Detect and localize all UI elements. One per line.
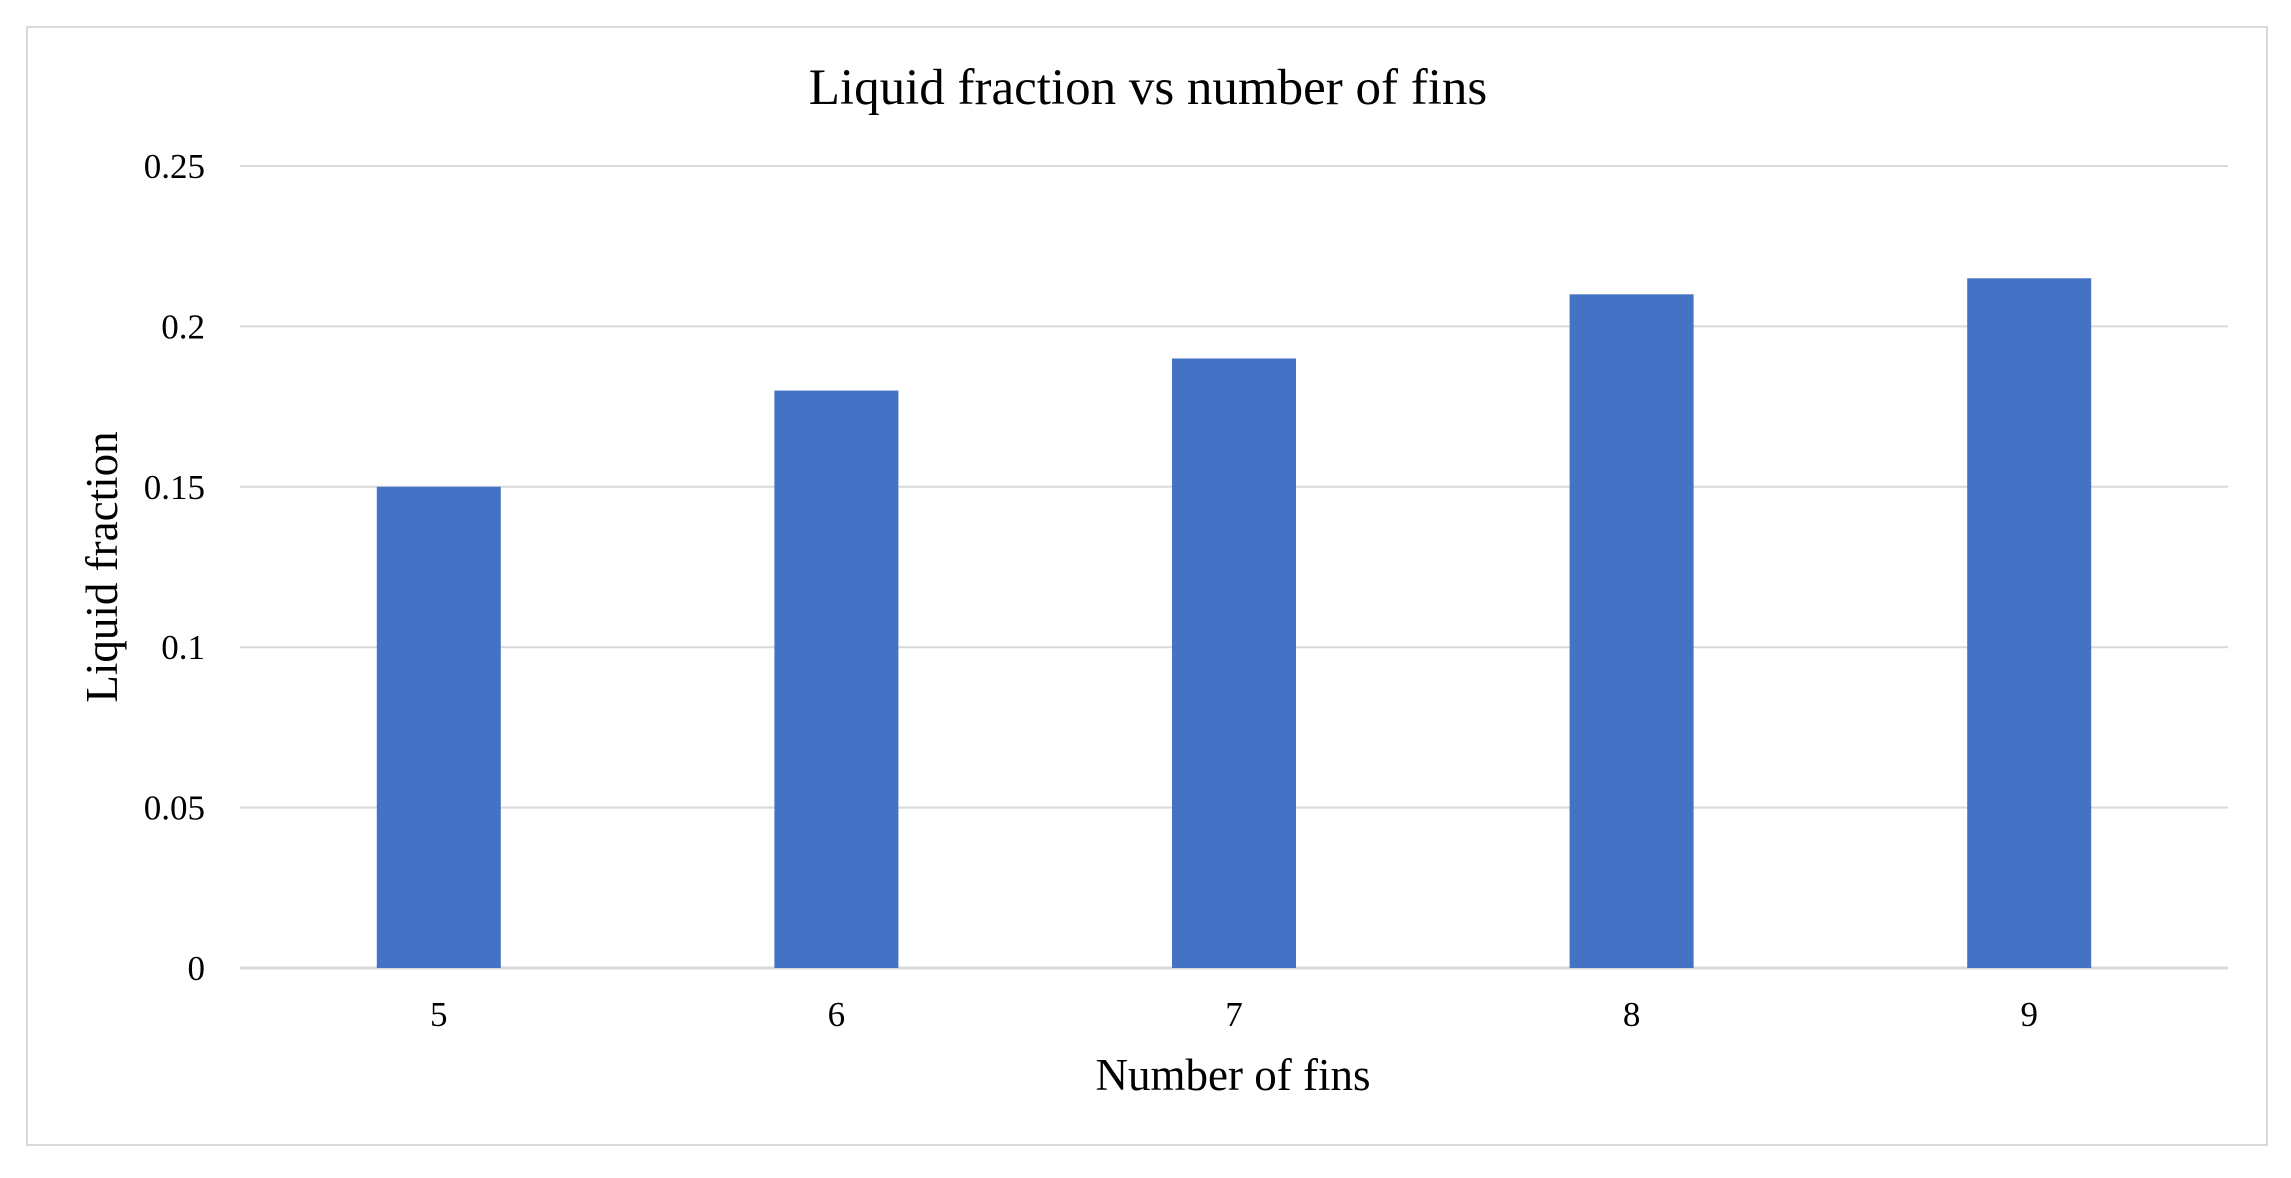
bars [376, 278, 2092, 969]
y-tick-label: 0.1 [161, 628, 205, 667]
bar-9 [1967, 278, 2092, 968]
x-axis-title: Number of fins [1096, 1050, 1371, 1100]
y-tick-label: 0 [188, 949, 206, 988]
y-tick-label: 0.25 [144, 147, 205, 186]
y-tick-label: 0.2 [161, 307, 205, 346]
gridlines [240, 165, 2228, 970]
bar-5 [376, 486, 501, 968]
y-axis-title: Liquid fraction [77, 431, 127, 702]
x-tick-label: 9 [2020, 995, 2038, 1034]
x-tick-label: 5 [430, 995, 448, 1034]
x-tick-label: 6 [828, 995, 846, 1034]
bar-7 [1172, 358, 1296, 969]
y-axis-ticks: 0 0.05 0.1 0.15 0.2 0.25 [144, 147, 205, 988]
x-axis-ticks: 5 6 7 8 9 [430, 995, 2038, 1034]
x-tick-label: 8 [1623, 995, 1641, 1034]
y-tick-label: 0.15 [144, 468, 205, 507]
chart-title: Liquid fraction vs number of fins [809, 60, 1487, 116]
y-tick-label: 0.05 [144, 789, 205, 828]
bar-8 [1569, 294, 1694, 968]
bar-6 [774, 390, 899, 968]
x-tick-label: 7 [1225, 995, 1243, 1034]
